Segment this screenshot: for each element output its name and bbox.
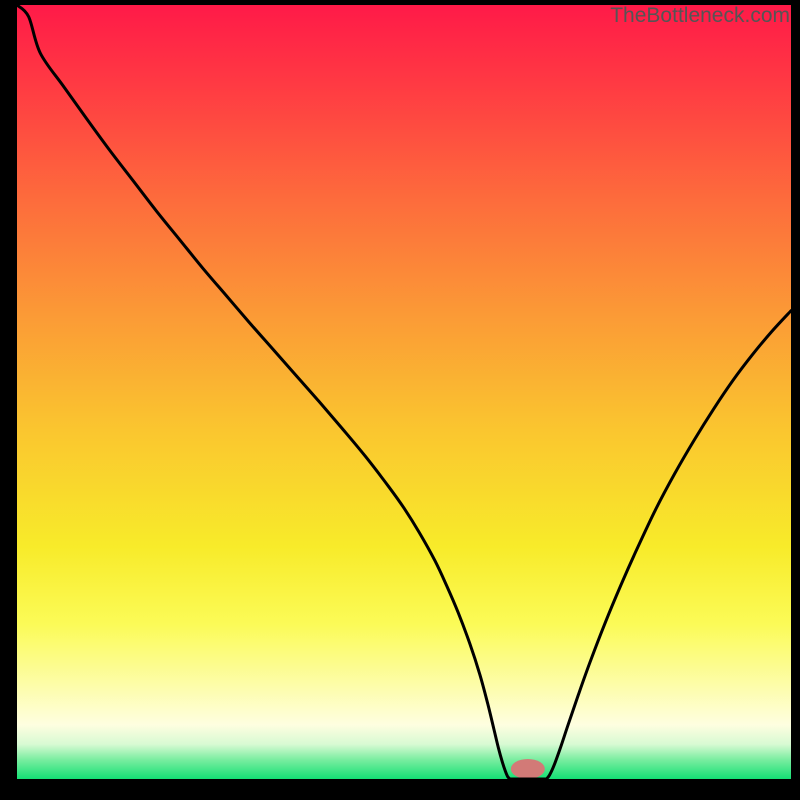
chart-svg [17,5,791,779]
watermark-label: TheBottleneck.com [610,4,790,28]
bottleneck-marker [511,759,545,779]
plot-area [17,5,791,779]
bottleneck-chart: TheBottleneck.com [0,0,800,800]
